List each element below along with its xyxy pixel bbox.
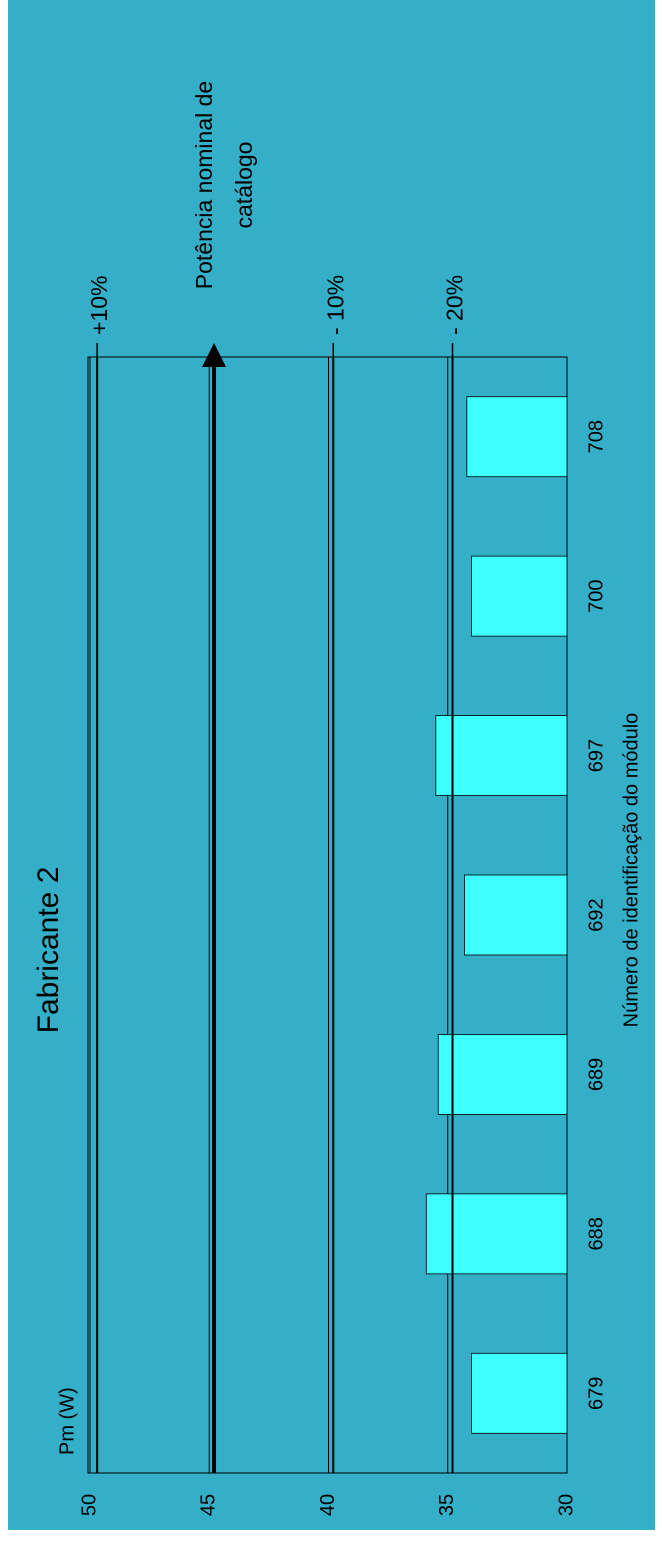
reference-label: catálogo: [231, 142, 257, 229]
bar: [471, 555, 568, 637]
reference-label: +10%: [86, 276, 112, 335]
reference-label: - 10%: [322, 275, 348, 335]
bar: [425, 1193, 568, 1275]
bar: [471, 1352, 568, 1434]
y-tick-label: 50: [78, 1494, 100, 1516]
reference-label: Potência nominal de: [191, 81, 217, 289]
x-tick-label: 708: [585, 420, 607, 453]
x-tick-label: 688: [585, 1217, 607, 1250]
y-tick-label: 30: [555, 1494, 577, 1516]
y-tick-label: 35: [436, 1494, 458, 1516]
bar: [464, 874, 568, 956]
bar: [466, 396, 568, 478]
x-tick-label: 679: [585, 1377, 607, 1410]
y-axis-label: Pm (W): [56, 1387, 78, 1455]
x-axis-label: Número de identificação do módulo: [620, 713, 642, 1028]
x-tick-label: 692: [585, 898, 607, 931]
chart-title: Fabricante 2: [32, 867, 65, 1034]
reference-label: - 20%: [442, 275, 468, 335]
x-tick-label: 700: [585, 579, 607, 612]
x-tick-label: 689: [585, 1058, 607, 1091]
bar: [437, 1034, 568, 1115]
y-tick-label: 45: [198, 1494, 220, 1516]
y-tick-label: 40: [317, 1494, 339, 1516]
bar: [435, 715, 568, 796]
x-tick-label: 697: [585, 739, 607, 772]
